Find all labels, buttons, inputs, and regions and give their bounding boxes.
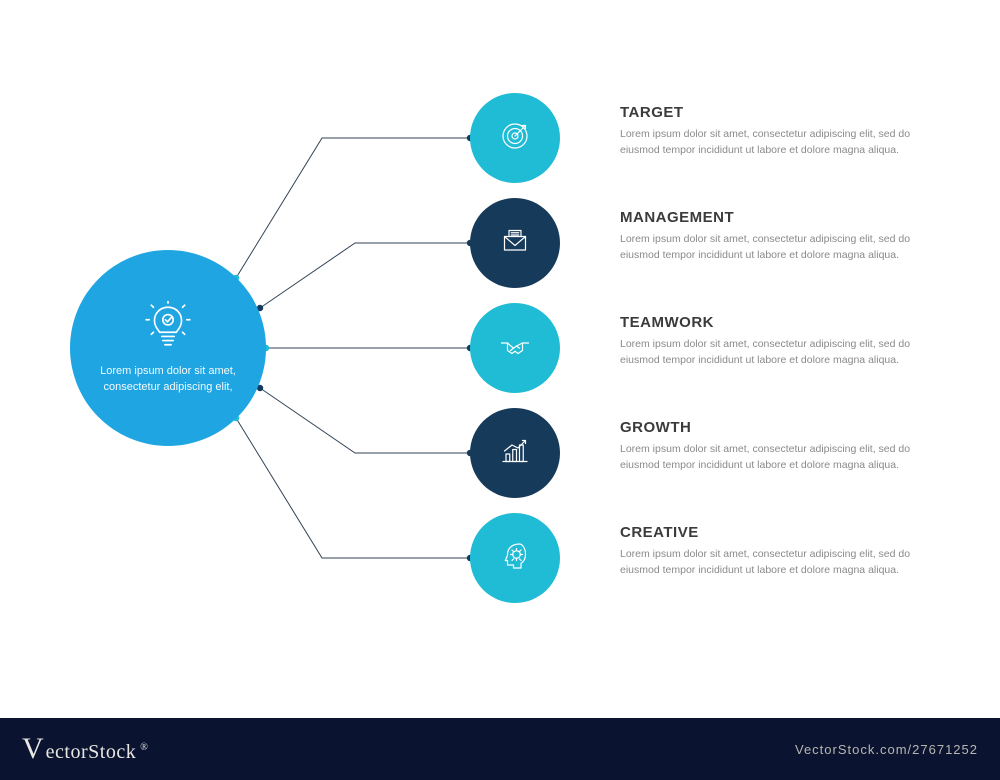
- lightbulb-check-icon: [143, 301, 193, 356]
- infographic-canvas: Lorem ipsum dolor sit amet, consectetur …: [0, 0, 1000, 780]
- item-body: Lorem ipsum dolor sit amet, consectetur …: [620, 337, 940, 369]
- logo-letter: V: [22, 732, 44, 766]
- head-gear-icon: [497, 538, 533, 579]
- item-text-growth: GROWTH Lorem ipsum dolor sit amet, consec…: [620, 419, 940, 474]
- node-circle-growth: [470, 408, 560, 498]
- item-text-target: TARGET Lorem ipsum dolor sit amet, consec…: [620, 104, 940, 159]
- mail-doc-icon: [497, 223, 533, 264]
- node-circle-teamwork: [470, 303, 560, 393]
- item-body: Lorem ipsum dolor sit amet, consectetur …: [620, 127, 940, 159]
- item-title: TARGET: [620, 104, 940, 121]
- node-circle-creative: [470, 513, 560, 603]
- node-circle-management: [470, 198, 560, 288]
- logo-text: ectorStock: [46, 741, 137, 764]
- growth-chart-icon: [497, 433, 533, 474]
- item-title: TEAMWORK: [620, 314, 940, 331]
- item-body: Lorem ipsum dolor sit amet, consectetur …: [620, 442, 940, 474]
- handshake-icon: [497, 328, 533, 369]
- item-text-management: MANAGEMENT Lorem ipsum dolor sit amet, co…: [620, 209, 940, 264]
- hub-circle: Lorem ipsum dolor sit amet, consectetur …: [70, 250, 266, 446]
- vectorstock-logo: V ectorStock ®: [22, 732, 146, 766]
- node-circle-target: [470, 93, 560, 183]
- item-text-teamwork: TEAMWORK Lorem ipsum dolor sit amet, cons…: [620, 314, 940, 369]
- logo-registered: ®: [140, 742, 148, 753]
- item-text-creative: CREATIVE Lorem ipsum dolor sit amet, cons…: [620, 524, 940, 579]
- item-body: Lorem ipsum dolor sit amet, consectetur …: [620, 547, 940, 579]
- item-title: MANAGEMENT: [620, 209, 940, 226]
- hub-caption: Lorem ipsum dolor sit amet, consectetur …: [88, 364, 248, 395]
- item-title: CREATIVE: [620, 524, 940, 541]
- target-icon: [497, 118, 533, 159]
- item-body: Lorem ipsum dolor sit amet, consectetur …: [620, 232, 940, 264]
- item-title: GROWTH: [620, 419, 940, 436]
- footer-attribution: VectorStock.com/27671252: [795, 742, 978, 757]
- footer-bar: V ectorStock ® VectorStock.com/27671252: [0, 718, 1000, 780]
